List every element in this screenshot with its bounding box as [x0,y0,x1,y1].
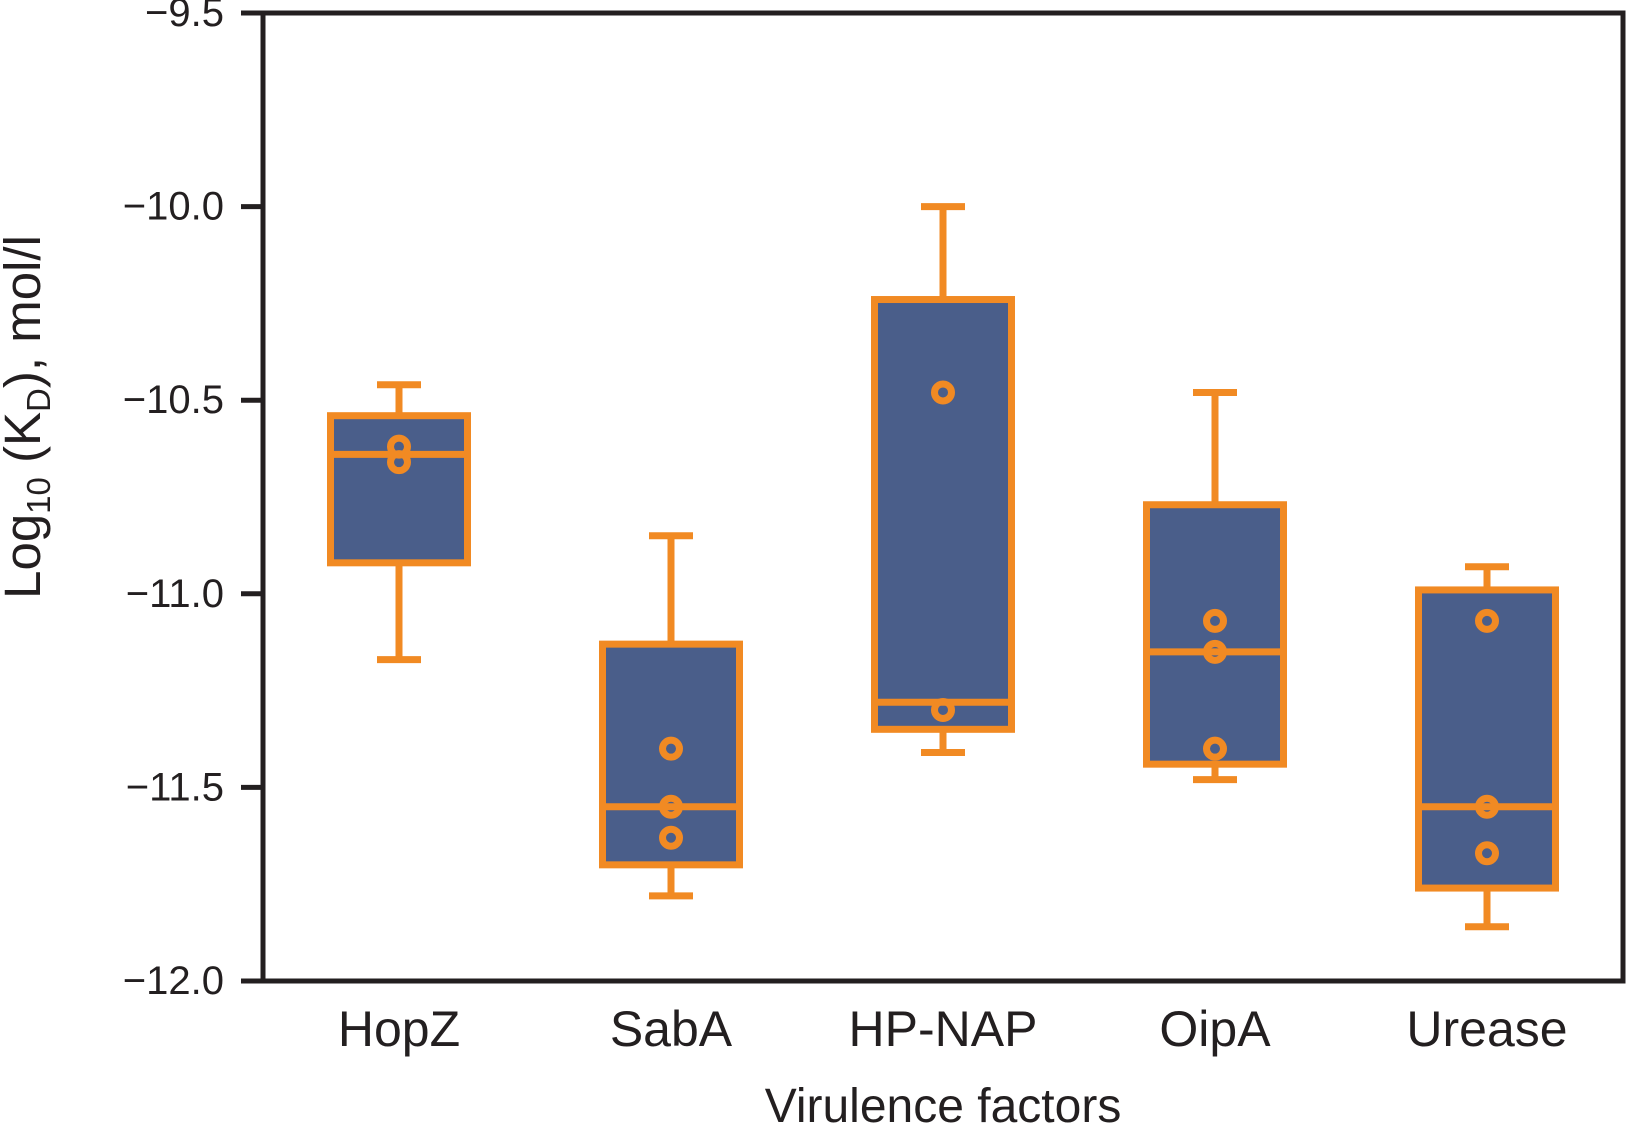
plot-frame [260,10,1626,984]
y-axis: −9.5 −10.0 −10.5 −11.0 −11.5 −12.0 [123,0,263,1003]
x-tick-label-urease: Urease [1406,1001,1567,1057]
data-point-marker [1475,608,1499,633]
data-point-marker [931,697,955,722]
box-group-hp-nap [871,203,1015,757]
data-point-marker [387,450,411,475]
y-tick-label: −9.5 [145,0,224,35]
data-point-marker [1203,736,1227,761]
y-tick-label: −11.5 [126,765,224,809]
y-tick-label: −12.0 [123,959,224,1003]
x-tick-label-oipa: OipA [1159,1001,1271,1057]
x-tick-label-hopz: HopZ [338,1001,460,1057]
iqr-box [1415,586,1559,892]
y-tick-label: −11.0 [126,572,224,616]
data-point-marker [1203,608,1227,633]
x-tick-label-hp-nap: HP-NAP [849,1001,1038,1057]
box-group-oipa [1143,388,1287,784]
x-axis-title: Virulence factors [765,1080,1122,1129]
y-tick-label: −10.5 [123,378,224,422]
data-point-marker [1475,841,1499,866]
data-point-marker [931,380,955,405]
data-point-marker [659,825,683,850]
box-group-saba [599,532,743,900]
x-tick-label-saba: SabA [610,1001,733,1057]
iqr-box [871,296,1015,733]
y-axis-title: Log10 (KD), mol/l [0,235,57,599]
data-point-marker [1475,794,1499,819]
y-tick-label: −10.0 [123,185,224,229]
box-group-urease [1415,563,1559,931]
data-point-marker [1203,639,1227,664]
iqr-box [1143,501,1287,768]
data-point-marker [659,794,683,819]
box-group-hopz [327,381,471,664]
data-point-marker [659,736,683,761]
